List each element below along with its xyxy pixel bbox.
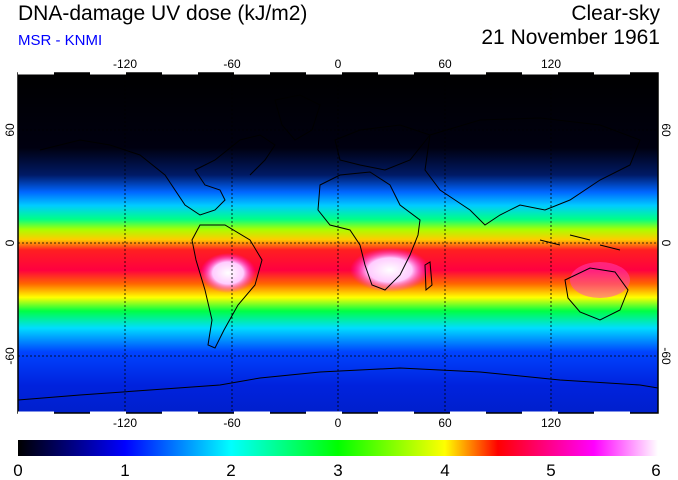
colorbar-tick-1: 1 (120, 461, 129, 480)
data-source-label: MSR - KNMI (18, 32, 103, 49)
lat-label-left-1: 60 (3, 123, 17, 137)
lat-labels-left: 60 0 -60 (3, 123, 17, 365)
sky-condition-label: Clear-sky (571, 2, 660, 25)
lon-label-top-5: 120 (541, 57, 561, 71)
lon-label-bottom-3: 0 (335, 416, 342, 430)
lat-label-left-3: -60 (3, 347, 17, 365)
uv-hotspot-south-america (200, 253, 256, 293)
colorbar-tick-2: 2 (226, 461, 235, 480)
lon-label-bottom-4: 60 (438, 416, 452, 430)
lat-label-right-3: -60 (659, 347, 673, 365)
lon-label-bottom-1: -120 (113, 416, 137, 430)
lat-label-left-2: 0 (3, 239, 17, 246)
lat-label-right-2: 0 (659, 240, 673, 247)
colorbar-ticks: 0 1 2 3 4 5 6 (13, 461, 660, 480)
lon-label-bottom-2: -60 (223, 416, 241, 430)
uv-hotspot-southern-africa (350, 248, 430, 292)
lon-label-top-4: 60 (438, 57, 452, 71)
map-title: DNA-damage UV dose (kJ/m2) (18, 2, 308, 25)
uv-hotspot-australia (570, 262, 630, 298)
date-label: 21 November 1961 (481, 26, 660, 49)
colorbar (18, 440, 658, 456)
lon-label-top-1: -120 (113, 57, 137, 71)
colorbar-tick-6: 6 (651, 461, 660, 480)
lon-labels-top: -120 -60 0 60 120 (113, 57, 561, 71)
lon-label-top-3: 0 (335, 57, 342, 71)
gridlines (18, 73, 658, 413)
colorbar-tick-0: 0 (13, 461, 22, 480)
lat-label-right-1: 60 (659, 123, 673, 137)
coastlines (18, 94, 658, 401)
colorbar-tick-3: 3 (333, 461, 342, 480)
colorbar-tick-4: 4 (440, 461, 449, 480)
lon-label-bottom-5: 120 (541, 416, 561, 430)
lon-labels-bottom: -120 -60 0 60 120 (113, 416, 561, 430)
lon-label-top-2: -60 (223, 57, 241, 71)
lat-labels-right: 60 0 -60 (659, 123, 673, 365)
colorbar-tick-5: 5 (546, 461, 555, 480)
frame-border-ticks (18, 71, 658, 415)
